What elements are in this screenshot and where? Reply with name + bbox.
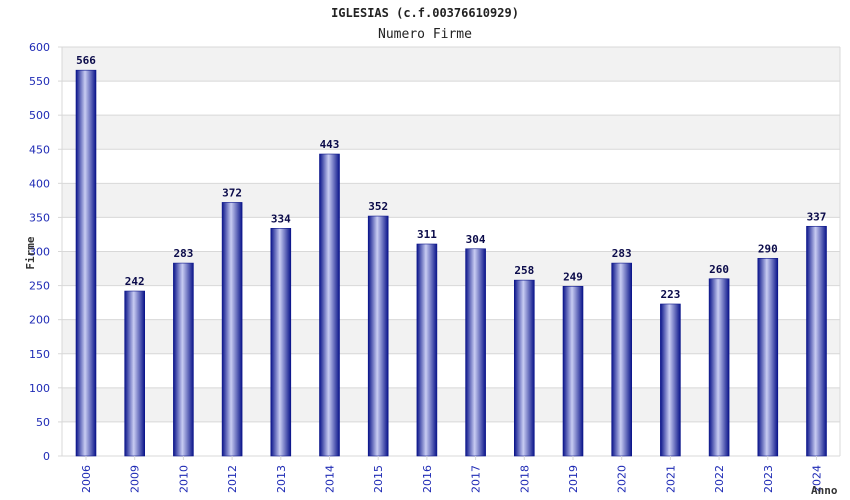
value-label-2009: 242	[125, 275, 145, 288]
x-tick-label-2013: 2013	[275, 465, 288, 493]
grid-band	[62, 183, 840, 218]
x-axis-label: Anno	[811, 484, 838, 497]
bars	[75, 69, 827, 457]
grid-band	[62, 115, 840, 150]
value-label-2012: 372	[222, 186, 242, 199]
x-tick-label-2021: 2021	[664, 465, 677, 493]
x-tick-label-2006: 2006	[80, 465, 93, 493]
y-axis-ticks: 0 50 100 150 200 250 300 350 400 450 500 550 600	[29, 41, 50, 463]
x-tick-label-2012: 2012	[226, 465, 239, 493]
x-tick-label-2014: 2014	[324, 465, 337, 493]
y-tick-label: 500	[29, 109, 50, 122]
value-label-2014: 443	[320, 138, 340, 151]
bar-2023	[757, 258, 779, 457]
bar-2024	[806, 225, 827, 457]
x-tick-label-2020: 2020	[616, 465, 629, 493]
chart-subtitle: Numero Firme	[378, 27, 472, 42]
y-tick-label: 100	[29, 382, 50, 395]
bar-2019	[562, 285, 584, 457]
bar-2017	[465, 248, 486, 457]
y-tick-label: 50	[36, 416, 50, 429]
chart-title: IGLESIAS (c.f.00376610929)	[331, 6, 519, 20]
bar-2021	[660, 303, 681, 457]
bar-2014	[319, 153, 340, 457]
bar-2016	[416, 243, 438, 457]
bar-2006	[75, 69, 97, 457]
x-tick-label-2023: 2023	[762, 465, 775, 493]
value-label-2022: 260	[709, 263, 729, 276]
bar-2009	[124, 290, 145, 457]
x-tick-label-2018: 2018	[518, 465, 531, 493]
x-tick-label-2024: 2024	[811, 465, 824, 493]
value-label-2017: 304	[466, 233, 486, 246]
value-label-2018: 258	[514, 264, 534, 277]
x-tick-label-2019: 2019	[567, 465, 580, 493]
value-label-2015: 352	[368, 200, 388, 213]
bar-2018	[513, 279, 535, 457]
x-axis-ticks: 2006 2009 2010 2012 2013 2014 2015 2016 2017 2018…	[80, 456, 824, 493]
x-tick-label-2022: 2022	[713, 465, 726, 493]
y-tick-label: 300	[29, 246, 50, 259]
y-tick-label: 400	[29, 177, 50, 190]
value-label-2024: 337	[807, 210, 827, 223]
value-label-2006: 566	[76, 54, 96, 67]
y-tick-label: 0	[43, 450, 50, 463]
bar-2015	[367, 215, 389, 457]
bar-2020	[611, 262, 633, 457]
y-tick-label: 200	[29, 314, 50, 327]
bar-2010	[173, 262, 194, 457]
grid-band	[62, 47, 840, 82]
value-label-2020: 283	[612, 247, 632, 260]
value-label-2016: 311	[417, 228, 437, 241]
value-label-2021: 223	[660, 288, 680, 301]
value-label-2019: 249	[563, 270, 583, 283]
y-tick-label: 550	[29, 75, 50, 88]
value-label-2023: 290	[758, 242, 778, 255]
y-tick-label: 250	[29, 280, 50, 293]
x-tick-label-2016: 2016	[421, 465, 434, 493]
bar-2022	[708, 278, 730, 457]
value-labels: 566 242 283 372 334 443 352 311 304 258 249 283 223 2…	[76, 54, 826, 301]
value-label-2013: 334	[271, 212, 291, 225]
x-tick-label-2009: 2009	[129, 465, 142, 493]
x-tick-label-2017: 2017	[470, 465, 483, 493]
bar-2013	[270, 228, 292, 457]
y-tick-label: 600	[29, 41, 50, 54]
x-tick-label-2010: 2010	[177, 465, 190, 493]
y-tick-label: 350	[29, 211, 50, 224]
y-axis-label: Firme	[24, 236, 37, 269]
y-tick-label: 150	[29, 348, 50, 361]
value-label-2010: 283	[173, 247, 193, 260]
x-tick-label-2015: 2015	[372, 465, 385, 493]
y-tick-label: 450	[29, 143, 50, 156]
bar-2012	[221, 202, 243, 457]
